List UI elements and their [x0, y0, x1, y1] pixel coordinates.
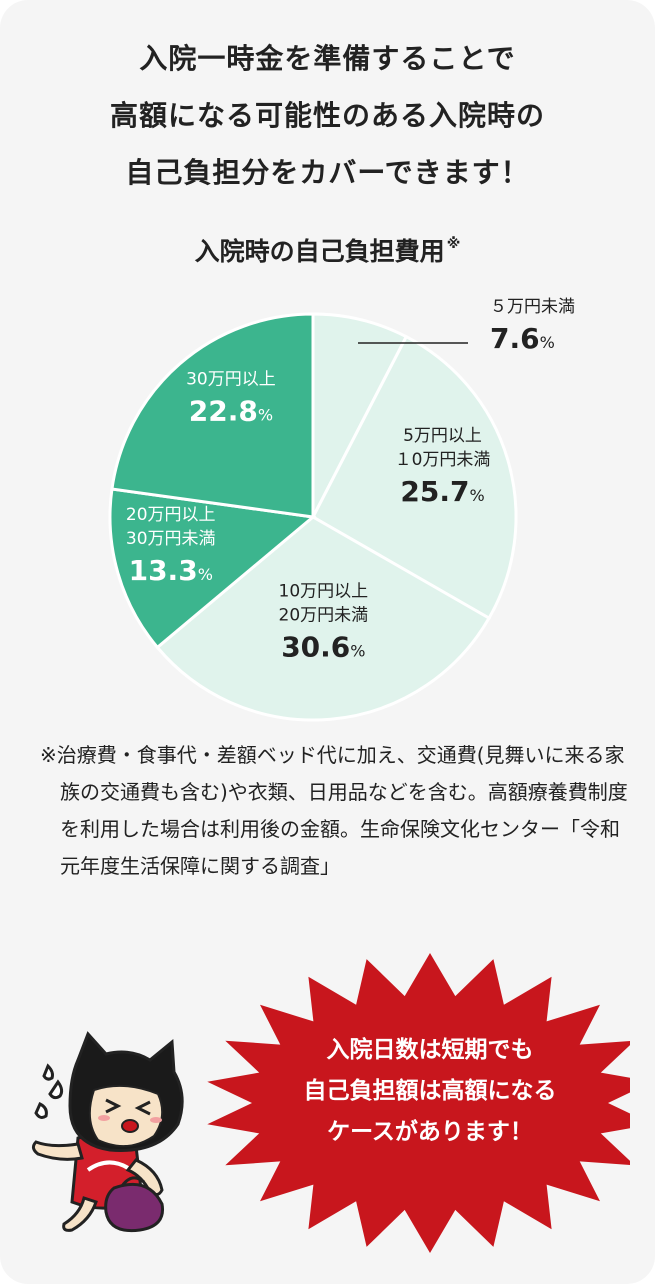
slice-value: 30.6 [281, 631, 350, 664]
slice-category-label: 20万円未満 [279, 606, 369, 626]
pie-slice [155, 515, 492, 722]
chart-title-note-mark: ※ [446, 236, 461, 252]
slice-value-label: 22.8% [189, 395, 273, 428]
chart-title-text: 入院時の自己負担費用 [194, 237, 445, 266]
slice-category-label: 30万円以上 [186, 370, 276, 390]
slice-label: 10万円以上 20万円未満 30.6% [279, 582, 369, 664]
slice-unit: % [258, 406, 273, 425]
pie-slice [311, 312, 409, 518]
slice-label: 5万円以上 １0万円未満 25.7% [395, 426, 491, 508]
slice-category-label: １0万円未満 [395, 450, 491, 470]
pie-slice [110, 312, 315, 519]
headline-line: 自己負担分をカバーできます！ [125, 156, 530, 189]
slice-category-label: 10万円以上 [279, 582, 369, 602]
callout-line: 自己負担額は高額になる [303, 1078, 557, 1104]
slice-category-label: 30万円未満 [126, 529, 216, 549]
slice-value: 22.8 [189, 395, 258, 428]
callout-burst [207, 953, 630, 1253]
slice-value: 25.7 [400, 475, 469, 508]
slice-unit: % [540, 333, 555, 352]
slice-value: 13.3 [129, 554, 198, 587]
cat-girl-mascot-icon [31, 1031, 184, 1233]
callout-line: ケースがあります！ [327, 1119, 533, 1145]
slice-unit: % [198, 565, 213, 584]
slice-label: 30万円以上 22.8% [186, 370, 276, 428]
headline-line: 入院一時金を準備することで [139, 42, 516, 75]
footnote: ※治療費・食事代・差額ベッド代に加え、交通費(見舞いに来る家族の交通費も含む)や… [40, 743, 628, 878]
pie-slice [311, 334, 518, 621]
chart-title: 入院時の自己負担費用 ※ [0, 232, 655, 268]
burst-shape [207, 953, 630, 1253]
slice-category-label: 5万円以上 [403, 426, 482, 446]
slice-label: ５万円未満 7.6% [490, 297, 575, 355]
slice-value-label: 30.6% [281, 631, 365, 664]
slice-value-label: 7.6% [490, 322, 555, 355]
slice-category-label: ５万円未満 [490, 297, 575, 317]
slice-label: 20万円以上 30万円未満 13.3% [124, 503, 217, 588]
callout-text: 入院日数は短期でも 自己負担額は高額になる ケースがあります！ [275, 1030, 585, 1153]
slice-category-label: 20万円以上 [126, 505, 216, 525]
slice-unit: % [469, 486, 484, 505]
pie-chart: ５万円未満 7.6% 5万円以上 １0万円未満 25.7% 10万円以上 20万円未満 30.… [108, 297, 575, 722]
slice-value-label: 25.7% [400, 475, 484, 508]
headline-line: 高額になる可能性のある入院時の [109, 99, 545, 132]
callout-line: 入院日数は短期でも [326, 1037, 534, 1063]
slice-value-label: 13.3% [129, 554, 213, 587]
headline: 入院一時金を準備することで 高額になる可能性のある入院時の 自己負担分をカバーで… [0, 30, 655, 201]
pie-slice [108, 487, 317, 650]
slice-value: 7.6 [490, 322, 540, 355]
slice-unit: % [350, 642, 365, 661]
